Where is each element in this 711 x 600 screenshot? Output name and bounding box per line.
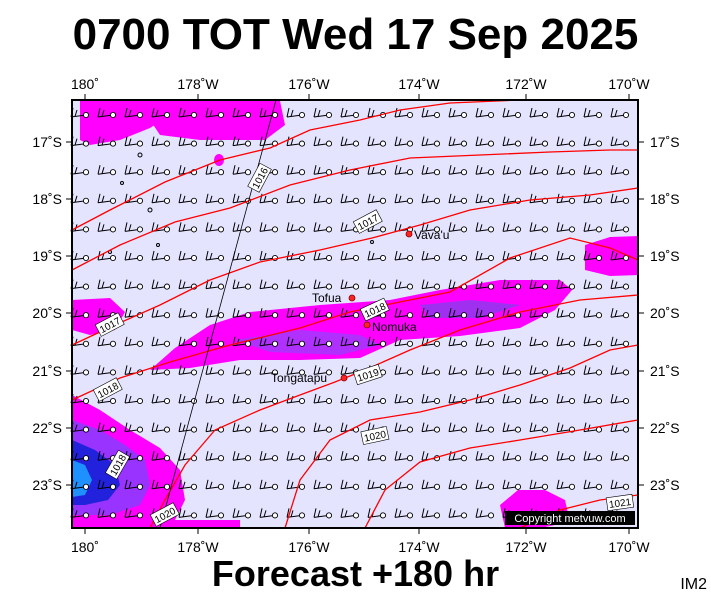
lat-label-right: 17˚S	[650, 134, 680, 150]
lat-label-left: 21˚S	[32, 363, 62, 379]
lon-label-top: 170˚W	[608, 76, 650, 92]
lon-label-top: 172˚W	[505, 76, 547, 92]
lat-label-left: 22˚S	[32, 420, 62, 436]
lat-label-right: 22˚S	[650, 420, 680, 436]
lat-label-right: 19˚S	[650, 248, 680, 264]
tofua-marker	[349, 295, 355, 301]
nomuka-marker	[364, 322, 370, 328]
latitude-labels-left: 17˚S 18˚S 19˚S 20˚S 21˚S 22˚S 23˚S	[32, 134, 62, 493]
lat-label-left: 17˚S	[32, 134, 62, 150]
lat-label-left: 23˚S	[32, 477, 62, 493]
tofua-label: Tofua	[312, 291, 342, 305]
lat-label-right: 21˚S	[650, 363, 680, 379]
lon-label-top: 174˚W	[398, 76, 440, 92]
image-code: IM2	[680, 576, 707, 594]
lon-label-top: 178˚W	[177, 76, 219, 92]
longitude-labels-top: 180˚ 178˚W 176˚W 174˚W 172˚W 170˚W	[71, 76, 650, 92]
tongatapu-marker	[341, 375, 347, 381]
lat-label-right: 20˚S	[650, 305, 680, 321]
lat-label-right: 23˚S	[650, 477, 680, 493]
copyright-text: Copyright metvuw.com	[514, 513, 625, 525]
vavau-label: Vava'u	[414, 228, 449, 242]
lat-label-left: 18˚S	[32, 191, 62, 207]
lat-label-left: 19˚S	[32, 248, 62, 264]
lat-label-left: 20˚S	[32, 305, 62, 321]
lon-label-top: 180˚	[71, 76, 99, 92]
tongatapu-label: Tongatapu	[271, 371, 327, 385]
lat-label-right: 18˚S	[650, 191, 680, 207]
forecast-label: Forecast +180 hr	[0, 553, 711, 595]
rain-area-top-mid	[150, 101, 285, 140]
latitude-labels-right: 17˚S 18˚S 19˚S 20˚S 21˚S 22˚S 23˚S	[650, 134, 680, 493]
lon-label-top: 176˚W	[288, 76, 330, 92]
vavau-marker	[406, 231, 412, 237]
nomuka-label: Nomuka	[372, 320, 417, 334]
